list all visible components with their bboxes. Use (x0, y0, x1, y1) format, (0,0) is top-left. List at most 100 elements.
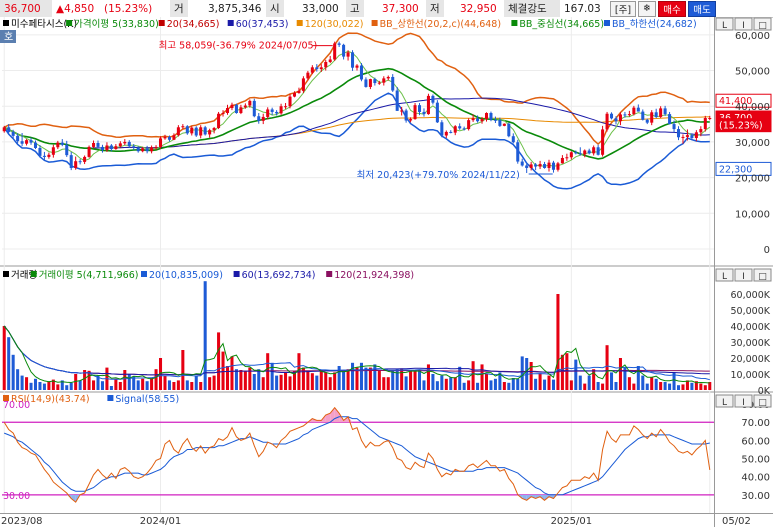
volume-bar (471, 361, 475, 390)
open-value: 33,000 (302, 2, 339, 15)
volume-bar (257, 369, 261, 390)
candle-body (65, 144, 69, 156)
volume-bar (484, 374, 489, 390)
panel-button[interactable] (753, 17, 772, 31)
price-tick-label: 0 (764, 245, 770, 256)
panel-button[interactable] (734, 17, 753, 31)
candle-body (194, 127, 198, 136)
panel-button[interactable] (753, 394, 772, 408)
candle-body (16, 135, 20, 142)
candle-body (413, 105, 417, 120)
candle-body (614, 118, 618, 122)
volume-bar (87, 370, 91, 390)
candle-body (654, 112, 658, 117)
volume-bar (676, 385, 681, 390)
candle-body (386, 76, 390, 79)
settings-icon[interactable]: ❄ (638, 0, 656, 17)
volume-bar (29, 382, 33, 390)
candle-body (310, 67, 314, 73)
volume-bar (623, 367, 627, 390)
candle-body (516, 142, 520, 162)
volume-bar (556, 294, 560, 390)
price-legend-swatch (3, 20, 9, 26)
panel-button[interactable] (734, 268, 753, 282)
candle-body (659, 108, 663, 117)
x-tick-label: 05/02 (722, 516, 751, 527)
volume-bar (596, 382, 600, 390)
candle-body (569, 152, 573, 158)
candle-body (699, 129, 703, 133)
candle-body (181, 126, 185, 128)
candle-body (431, 95, 435, 103)
volume-bar (42, 383, 46, 390)
candle-body (118, 143, 122, 147)
panel-button[interactable] (734, 394, 753, 408)
candle-body (60, 142, 64, 145)
volume-bar (292, 370, 297, 390)
low-annotation: 최저 20,423(+79.70% 2024/11/22) (357, 170, 520, 181)
volume-tick-label: 0K (758, 386, 771, 397)
x-tick-label: 2024/01 (140, 516, 182, 527)
candle-body (426, 95, 430, 115)
candle-body (650, 112, 654, 123)
candle-body (610, 113, 614, 119)
volume-bar (409, 370, 413, 390)
price-legend-item: BB_상한선(20,2,c)(44,648) (380, 19, 501, 30)
price-legend-item: 가격이평 5(33,830) (74, 18, 159, 30)
volume-bar (703, 385, 707, 390)
candle-body (507, 123, 511, 137)
panel-button[interactable] (715, 394, 734, 408)
volume-bar (25, 377, 29, 390)
sell-button[interactable]: 매도 (688, 0, 716, 17)
candle-body (556, 163, 560, 170)
candle-body (239, 107, 243, 114)
rsi-tick-label: 40.00 (741, 473, 770, 484)
volume-bar (493, 378, 497, 390)
candle-body (645, 119, 649, 123)
candle-body (672, 124, 676, 130)
volume-legend-swatch (141, 271, 147, 277)
price-tag-box (715, 161, 772, 176)
candle-body (42, 155, 46, 157)
candle-body (284, 106, 288, 108)
candle-body (176, 127, 180, 136)
volume-bar (261, 377, 265, 390)
volume-tick-label: 50,000K (731, 306, 771, 317)
stock-chart[interactable]: 41,40036,700(15.23%)22,300 010,00020,000… (0, 17, 773, 527)
high-annotation: 최고 58,059(-36.79% 2024/07/05) (159, 41, 318, 52)
volume-bar (167, 380, 171, 390)
volume-bar (498, 372, 502, 390)
candle-body (141, 148, 145, 152)
volume-bar (699, 383, 703, 390)
buy-button[interactable]: 매수 (658, 0, 686, 17)
candle-body (391, 76, 395, 91)
volume-bar (154, 369, 158, 390)
price-tag-label: (15.23%) (719, 121, 763, 132)
candle-body (306, 72, 310, 79)
candle-body (520, 161, 524, 166)
volume-bar (636, 366, 640, 390)
volume-bar (225, 366, 230, 390)
candle-body (230, 104, 234, 109)
volume-bar (234, 369, 238, 390)
candle-body (681, 136, 685, 138)
panel-button[interactable] (753, 268, 772, 282)
volume-bar (511, 378, 515, 390)
candle-body (668, 114, 672, 125)
volume-bar (502, 382, 506, 390)
volume-bar (364, 367, 368, 390)
candle-body (592, 147, 596, 154)
price-panel-tag-text: 호 (4, 31, 13, 43)
price-tick-label: 30,000 (735, 138, 770, 149)
candle-body (150, 147, 154, 152)
candle-body (493, 119, 497, 121)
candle-body (435, 102, 439, 123)
stock-type-button[interactable]: [주] (610, 0, 636, 17)
price-legend-item: 120(30,022) (305, 19, 364, 30)
candle-body (154, 146, 158, 148)
panel-button[interactable] (715, 17, 734, 31)
volume-bar (467, 380, 471, 390)
volume-bar (266, 353, 270, 390)
volume-tick-label: 10,000K (731, 370, 771, 381)
panel-button[interactable] (715, 268, 734, 282)
